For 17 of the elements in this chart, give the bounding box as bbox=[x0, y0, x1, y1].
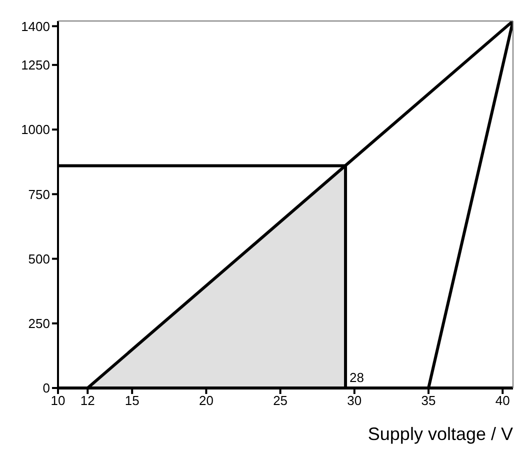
y-tick-label: 0 bbox=[42, 380, 50, 396]
y-tick-label: 750 bbox=[28, 186, 50, 202]
x-tick-label: 25 bbox=[273, 393, 288, 408]
y-tick-label: 1000 bbox=[21, 122, 50, 138]
y-tick-label: 500 bbox=[28, 251, 50, 266]
x-tick-label: 20 bbox=[198, 393, 214, 408]
x-tick-label: 12 bbox=[80, 393, 95, 408]
y-tick-label: 1400 bbox=[21, 18, 50, 34]
y-tick-label: 1250 bbox=[21, 58, 50, 73]
x-tick-label: 15 bbox=[124, 393, 140, 408]
annotation: 28 bbox=[350, 370, 364, 385]
x-axis-title: Supply voltage / V bbox=[368, 424, 513, 444]
x-tick-label: 30 bbox=[347, 393, 362, 408]
x-tick-label: 35 bbox=[421, 393, 436, 408]
x-tick-label: 40 bbox=[495, 393, 510, 408]
y-tick-label: 250 bbox=[28, 316, 50, 331]
x-tick-label: 10 bbox=[50, 393, 66, 408]
